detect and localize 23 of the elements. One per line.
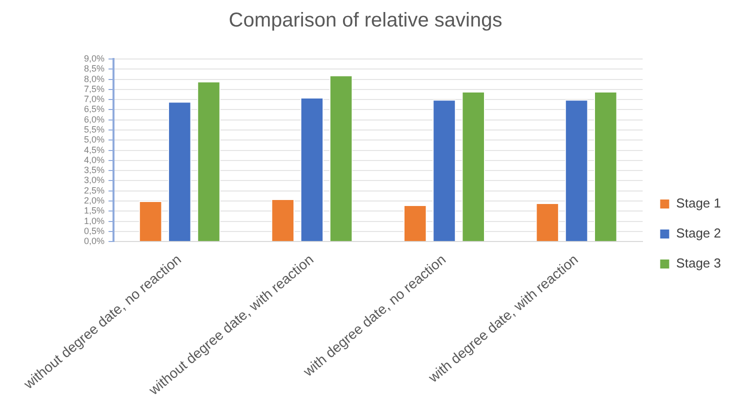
y-tick-label: 3,0% [84,175,105,186]
y-tick-label: 6,0% [84,114,105,124]
y-tick-label: 2,5% [84,185,105,196]
y-tick-label: 7,5% [84,84,105,94]
y-tick-label: 6,5% [84,104,105,114]
y-tick-label: 0,5% [84,226,105,236]
legend-label: Stage 1 [676,196,722,211]
y-tick-label: 4,5% [84,144,105,155]
y-tick-label: 4,0% [84,154,105,165]
y-tick-label: 1,5% [84,206,105,216]
y-tick-label: 3,5% [84,165,105,176]
y-tick-label: 8,5% [84,64,105,74]
y-tick-label: 2,0% [84,195,105,206]
y-tick-label: 8,0% [84,74,105,84]
y-tick-label: 0,0% [84,236,105,246]
y-tick-label: 9,0% [84,53,105,64]
chart-title: Comparison of relative savings [228,10,502,32]
legend-label: Stage 3 [676,256,722,271]
y-tick-label: 5,5% [84,124,105,134]
y-tick-label: 1,0% [84,216,105,226]
legend-label: Stage 2 [676,226,722,241]
y-tick-label: 5,0% [84,134,105,145]
y-tick-label: 7,0% [84,94,105,104]
